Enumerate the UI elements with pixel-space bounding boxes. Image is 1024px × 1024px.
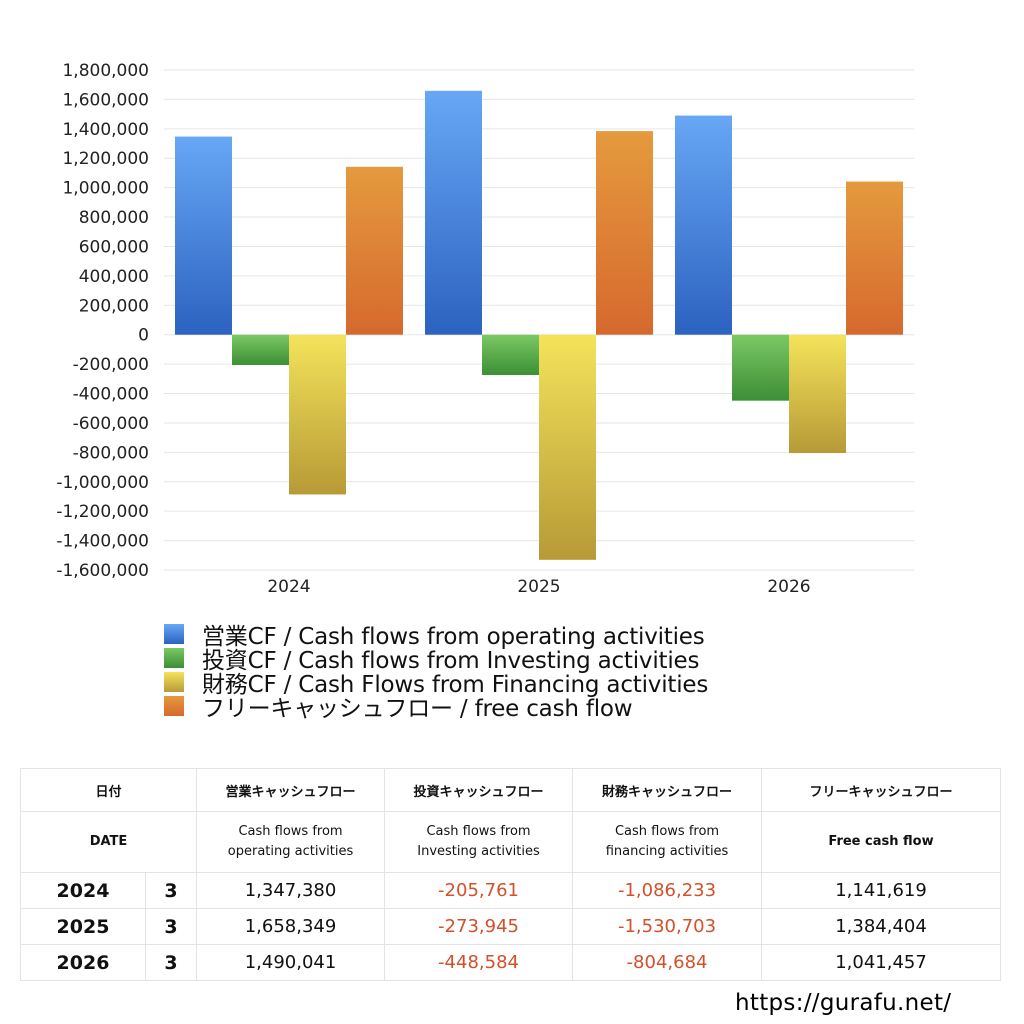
cell-investing: -448,584	[384, 944, 574, 981]
cell-operating: 1,347,380	[196, 872, 386, 909]
cash-flow-chart: 1,800,000 1,600,000 1,400,000 1,200,000 1,00…	[56, 61, 914, 597]
y-axis-ticks: 1,800,000 1,600,000 1,400,000 1,200,000 1,00…	[56, 61, 149, 581]
cell-financing: -1,530,703	[572, 908, 763, 945]
y-tick-label: -1,400,000	[56, 532, 149, 552]
bar-financing-2025	[539, 334, 596, 560]
bar-investing-2025	[482, 334, 539, 375]
cell-free: 1,384,404	[761, 908, 1002, 945]
table-row: 2024 3 1,347,380 -205,761 -1,086,233 1,1…	[20, 872, 1002, 909]
x-tick-label: 2024	[267, 577, 310, 597]
x-tick-label: 2025	[517, 577, 560, 597]
header-investing-en: Cash flows from Investing activities	[384, 811, 574, 873]
header-operating-ja: 営業キャッシュフロー	[196, 768, 386, 812]
y-tick-label: 1,800,000	[62, 61, 149, 81]
row-month: 3	[144, 872, 198, 909]
y-tick-label: 1,000,000	[62, 179, 149, 199]
y-tick-label: -400,000	[73, 385, 149, 405]
legend-item-financing: 財務CF / Cash Flows from Financing activit…	[164, 670, 708, 698]
cash-flow-table: 日付 営業キャッシュフロー 投資キャッシュフロー 財務キャッシュフロー フリーキ…	[19, 768, 1002, 981]
y-tick-label: -1,200,000	[56, 502, 149, 522]
header-financing-en-line2: financing activities	[605, 844, 729, 859]
y-tick-label: 800,000	[79, 208, 149, 228]
header-operating-en-line2: operating activities	[227, 844, 354, 859]
legend-item-operating: 営業CF / Cash flows from operating activit…	[164, 622, 708, 650]
legend-swatch-operating	[164, 624, 184, 644]
header-free-ja: フリーキャッシュフロー	[761, 768, 1002, 812]
y-tick-label: 600,000	[79, 237, 149, 257]
y-tick-label: -1,600,000	[56, 561, 149, 581]
bar-free-2025	[596, 131, 653, 335]
bar-free-2024	[346, 166, 403, 335]
legend-label-operating: 営業CF / Cash flows from operating activit…	[202, 624, 705, 650]
cell-investing: -205,761	[384, 872, 574, 909]
header-operating-en-line1: Cash flows from	[238, 824, 343, 839]
y-tick-label: -1,000,000	[56, 473, 149, 493]
table-header-ja: 日付 営業キャッシュフロー 投資キャッシュフロー 財務キャッシュフロー フリーキ…	[19, 768, 1002, 812]
header-investing-en-line1: Cash flows from	[426, 824, 531, 839]
cell-operating: 1,658,349	[196, 908, 386, 945]
cell-free: 1,041,457	[761, 944, 1002, 981]
bars	[175, 90, 903, 560]
cell-operating: 1,490,041	[196, 944, 386, 981]
bar-investing-2026	[732, 334, 789, 401]
header-date-en: DATE	[19, 811, 198, 873]
header-financing-en-line1: Cash flows from	[614, 824, 720, 839]
legend-swatch-free	[164, 696, 184, 716]
header-financing-ja: 財務キャッシュフロー	[572, 768, 763, 812]
cell-investing: -273,945	[384, 908, 574, 945]
bar-financing-2026	[789, 334, 846, 454]
y-tick-label: 1,400,000	[62, 120, 149, 140]
x-axis-ticks: 2024 2025 2026	[267, 577, 810, 597]
cell-free: 1,141,619	[761, 872, 1002, 909]
y-tick-label: 1,200,000	[62, 149, 149, 169]
bar-free-2026	[846, 181, 903, 335]
legend-item-free: フリーキャッシュフロー / free cash flow	[164, 694, 708, 722]
legend-label-financing: 財務CF / Cash Flows from Financing activit…	[202, 672, 709, 698]
header-investing-ja: 投資キャッシュフロー	[384, 768, 574, 812]
row-year: 2026	[20, 944, 146, 981]
bar-financing-2024	[289, 334, 346, 495]
header-date-ja: 日付	[19, 768, 198, 812]
table-row: 2025 3 1,658,349 -273,945 -1,530,703 1,3…	[20, 908, 1002, 945]
chart-legend: 営業CF / Cash flows from operating activit…	[164, 622, 708, 722]
legend-swatch-financing	[164, 672, 184, 692]
bar-investing-2024	[232, 334, 289, 365]
bar-operating-2024	[175, 136, 232, 335]
header-investing-en-line2: Investing activities	[417, 844, 540, 859]
y-tick-label: -600,000	[73, 414, 149, 434]
header-financing-en: Cash flows from financing activities	[572, 811, 763, 873]
bar-operating-2026	[675, 115, 732, 335]
cell-financing: -804,684	[572, 944, 763, 981]
y-tick-label: 1,600,000	[62, 90, 149, 110]
legend-label-free: フリーキャッシュフロー / free cash flow	[202, 696, 633, 722]
y-tick-label: 200,000	[79, 296, 149, 316]
y-tick-label: -800,000	[73, 443, 149, 463]
y-tick-label: -200,000	[73, 355, 149, 375]
row-year: 2024	[20, 872, 146, 909]
table-header-en: DATE Cash flows from operating activities…	[19, 811, 1002, 873]
table-row: 2026 3 1,490,041 -448,584 -804,684 1,041…	[20, 944, 1002, 981]
legend-label-investing: 投資CF / Cash flows from Investing activit…	[202, 648, 700, 674]
row-month: 3	[144, 944, 198, 981]
row-month: 3	[144, 908, 198, 945]
header-operating-en: Cash flows from operating activities	[196, 811, 386, 873]
legend-item-investing: 投資CF / Cash flows from Investing activit…	[164, 646, 708, 674]
y-tick-label: 0	[138, 326, 149, 346]
bar-operating-2025	[425, 90, 482, 335]
legend-swatch-investing	[164, 648, 184, 668]
site-url[interactable]: https://gurafu.net/	[735, 990, 952, 1016]
cell-financing: -1,086,233	[572, 872, 763, 909]
y-tick-label: 400,000	[79, 267, 149, 287]
x-tick-label: 2026	[767, 577, 810, 597]
row-year: 2025	[20, 908, 146, 945]
header-free-en: Free cash flow	[761, 811, 1002, 873]
